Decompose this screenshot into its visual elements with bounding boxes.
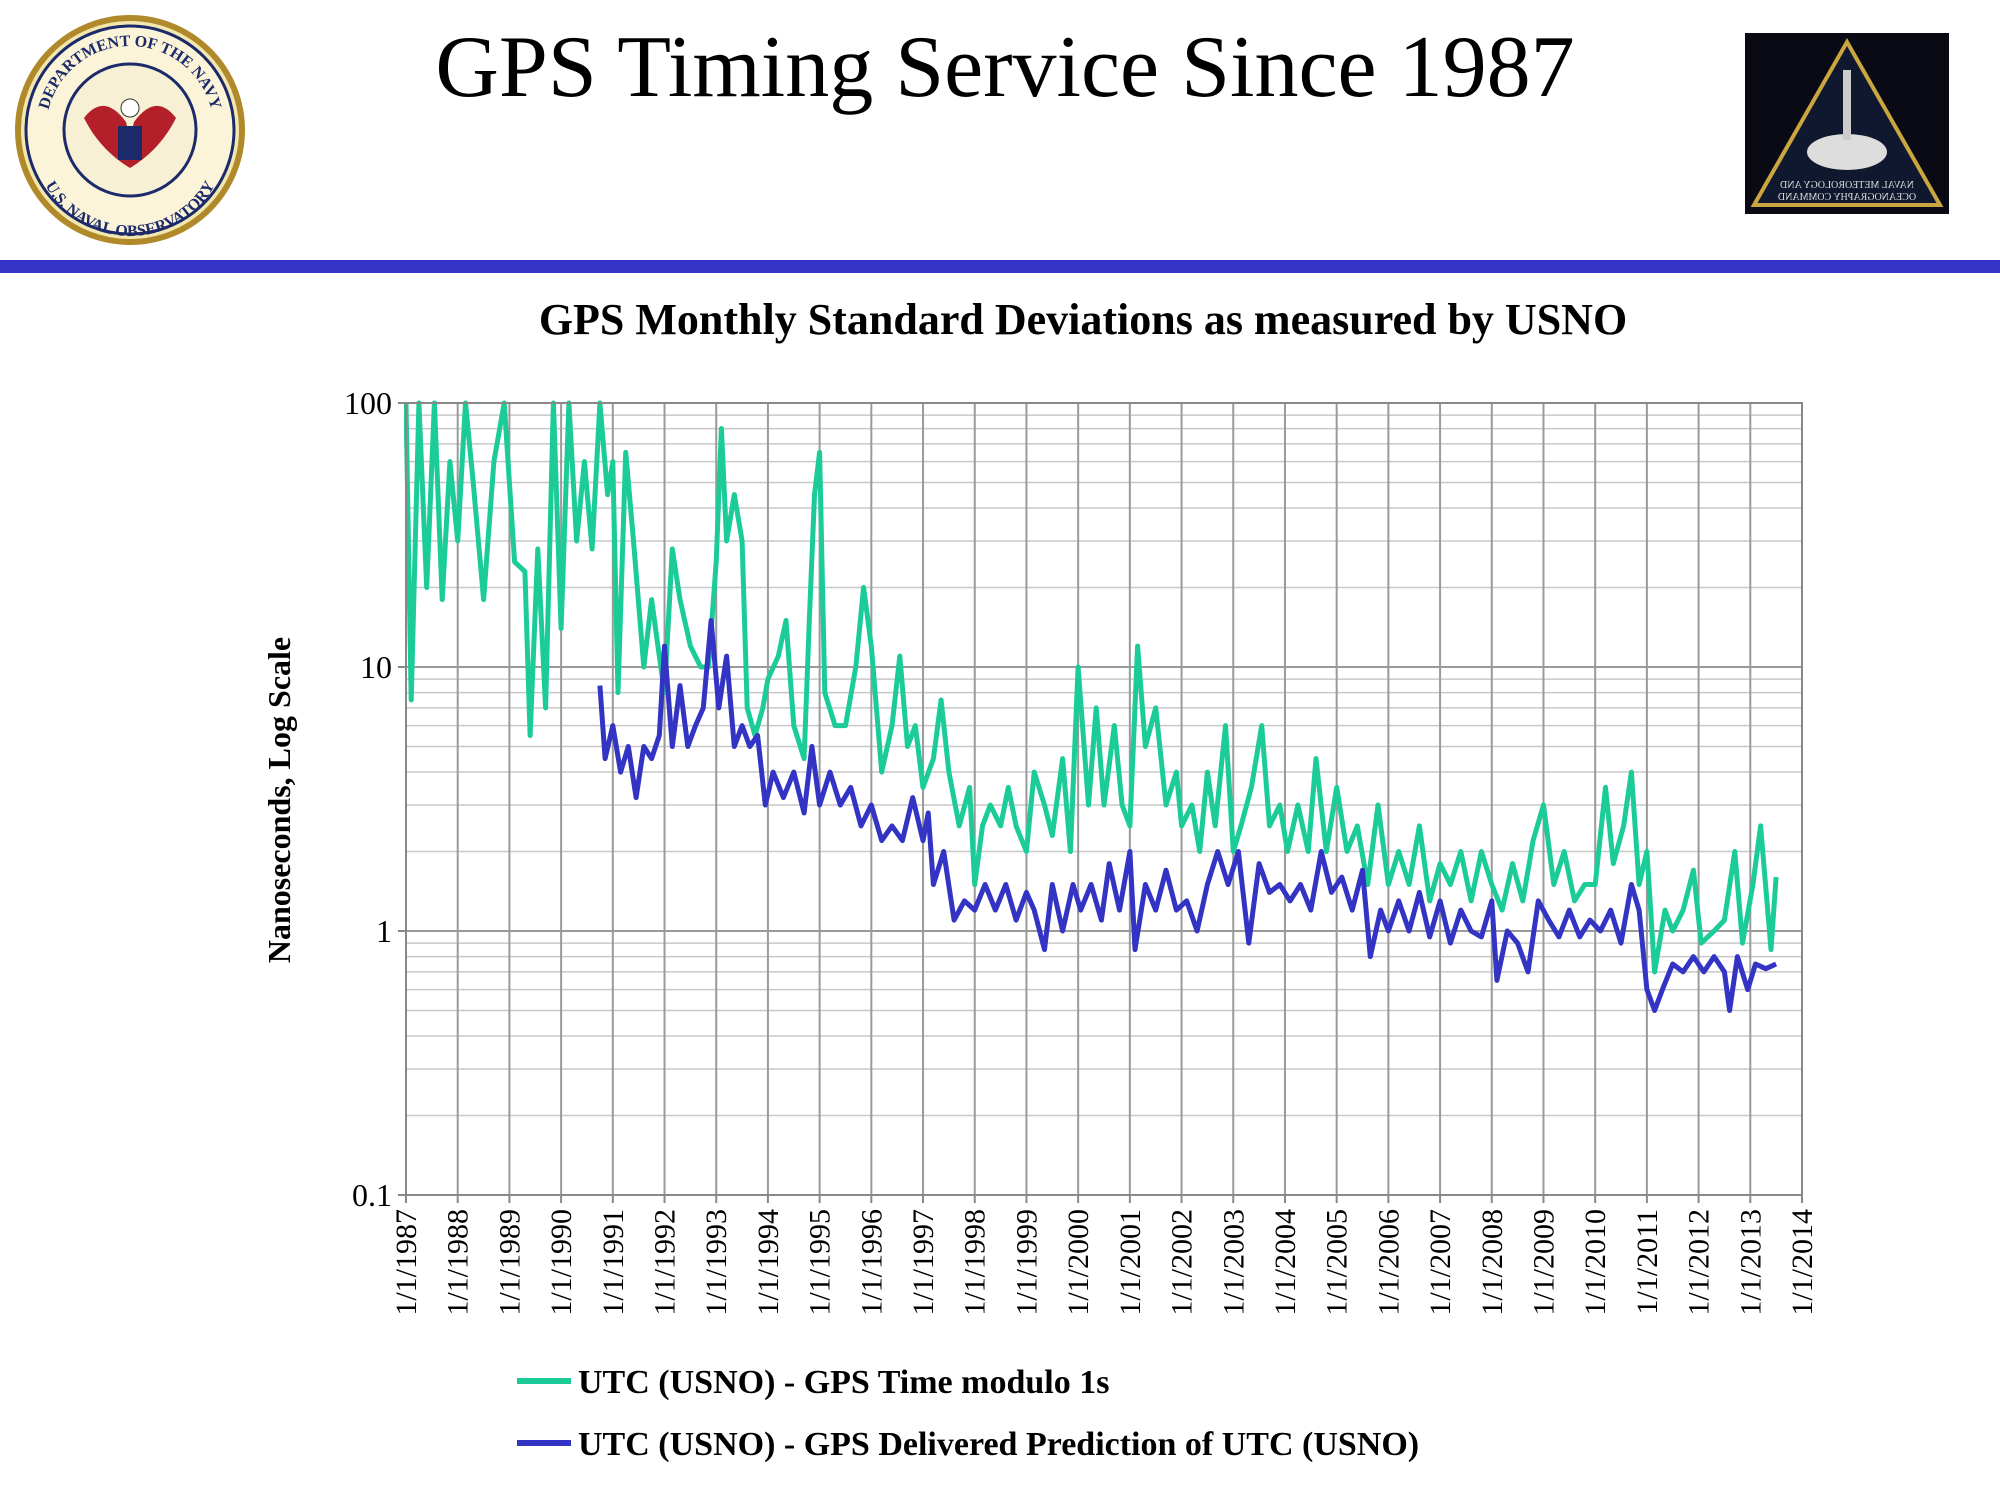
x-tick-label: 1/1/1988 [442,1209,475,1316]
x-tick-label: 1/1/2004 [1269,1209,1302,1316]
x-tick-label: 1/1/2002 [1166,1209,1199,1316]
x-tick-label: 1/1/2010 [1579,1209,1612,1316]
y-tick-label: 1 [376,913,392,949]
logo-text: NAVAL METEOROLOGY AND [1780,180,1914,191]
plot-frame [405,402,1803,1196]
x-tick-label: 1/1/2000 [1062,1209,1095,1316]
x-tick-label: 1/1/2012 [1683,1209,1716,1316]
x-tick-label: 1/1/1992 [649,1209,682,1316]
x-tick-label: 1/1/1994 [752,1209,785,1316]
x-tick-label: 1/1/2003 [1217,1209,1250,1316]
x-tick-label: 1/1/1993 [700,1209,733,1316]
nmoc-logo: NAVAL METEOROLOGY AND OCEANOGRAPHY COMMA… [1745,33,1949,214]
x-tick-label: 1/1/1990 [545,1209,578,1316]
logo-text: OCEANOGRAPHY COMMAND [1778,192,1916,203]
y-tick-label: 100 [344,385,392,421]
legend-label: UTC (USNO) - GPS Delivered Prediction of… [578,1426,1419,1463]
x-tick-label: 1/1/1995 [804,1209,837,1316]
axes: 0.1 1 10 100 1/1/1987 1/1/1988 1/1/1989 1/1/199… [344,385,1819,1316]
x-tick-label: 1/1/2001 [1114,1209,1147,1316]
slide-title: GPS Timing Service Since 1987 [435,19,1574,116]
x-tick-label: 1/1/2011 [1631,1209,1664,1315]
x-tick-label: 1/1/2014 [1786,1209,1819,1316]
usno-logo: DEPARTMENT OF THE NAVY U.S. NAVAL OBSERV… [15,15,245,245]
y-tick-label: 10 [360,649,392,685]
plot-lines [404,400,1779,1013]
x-tick-label: 1/1/1989 [493,1209,526,1316]
x-tick-label: 1/1/1996 [855,1209,888,1316]
x-tick-label: 1/1/1987 [390,1209,423,1316]
y-tick-label: 0.1 [352,1177,392,1213]
chart-title: GPS Monthly Standard Deviations as measu… [539,295,1627,344]
series-line [597,618,1778,1013]
series-line [404,400,1779,975]
x-tick-label: 1/1/1999 [1010,1209,1043,1316]
x-tick-label: 1/1/2013 [1734,1209,1767,1316]
x-tick-label: 1/1/2009 [1527,1209,1560,1316]
x-tick-label: 1/1/2006 [1372,1209,1405,1316]
legend-label: UTC (USNO) - GPS Time modulo 1s [578,1364,1109,1401]
legend: UTC (USNO) - GPS Time modulo 1s UTC (USNO… [517,1364,1419,1463]
x-tick-label: 1/1/1997 [907,1209,940,1316]
x-tick-label: 1/1/2005 [1321,1209,1354,1316]
x-tick-label: 1/1/2008 [1476,1209,1509,1316]
x-tick-label: 1/1/2007 [1424,1209,1457,1316]
header-rule [0,260,2000,273]
x-tick-label: 1/1/1998 [959,1209,992,1316]
y-axis-label: Nanoseconds, Log Scale [261,637,297,963]
x-tick-label: 1/1/1991 [597,1209,630,1316]
